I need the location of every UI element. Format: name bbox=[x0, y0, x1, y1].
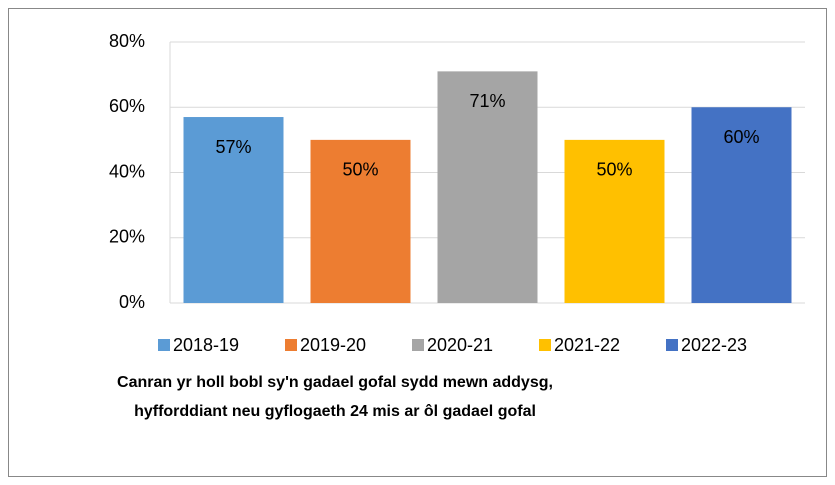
bar bbox=[564, 139, 665, 303]
legend-swatch bbox=[666, 339, 678, 351]
legend-swatch bbox=[412, 339, 424, 351]
data-label: 57% bbox=[215, 137, 251, 157]
bar bbox=[310, 139, 411, 303]
y-tick-label: 60% bbox=[109, 96, 145, 116]
chart-title: hyfforddiant neu gyflogaeth 24 mis ar ôl… bbox=[134, 403, 536, 420]
legend-label: 2019-20 bbox=[300, 335, 366, 355]
data-label: 71% bbox=[469, 91, 505, 111]
legend-label: 2021-22 bbox=[554, 335, 620, 355]
y-tick-label: 20% bbox=[109, 227, 145, 247]
legend-label: 2022-23 bbox=[681, 335, 747, 355]
bar bbox=[437, 71, 538, 303]
y-tick-label: 0% bbox=[119, 292, 145, 312]
legend-swatch bbox=[158, 339, 170, 351]
legend-label: 2018-19 bbox=[173, 335, 239, 355]
y-tick-label: 40% bbox=[109, 161, 145, 181]
bar bbox=[183, 117, 284, 303]
chart-title: Canran yr holl bobl sy'n gadael gofal sy… bbox=[117, 374, 553, 391]
bar bbox=[691, 107, 792, 303]
data-label: 60% bbox=[723, 127, 759, 147]
legend-swatch bbox=[285, 339, 297, 351]
data-label: 50% bbox=[596, 160, 632, 180]
y-tick-label: 80% bbox=[109, 31, 145, 51]
chart-frame bbox=[8, 8, 827, 477]
legend-swatch bbox=[539, 339, 551, 351]
legend-label: 2020-21 bbox=[427, 335, 493, 355]
data-label: 50% bbox=[342, 160, 378, 180]
